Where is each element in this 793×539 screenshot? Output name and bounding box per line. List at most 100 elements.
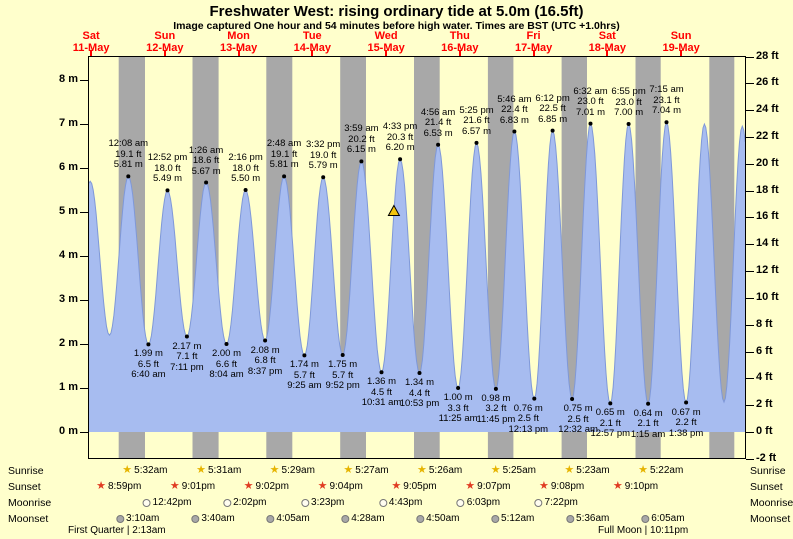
astro-time: 9:07pm: [477, 481, 511, 492]
moonset-icon: [266, 514, 275, 523]
day-label: Mon 13-May: [220, 30, 257, 54]
day-label: Sun 19-May: [662, 30, 699, 54]
astro-entry-moonrise: 6:03pm: [456, 496, 500, 509]
meters-axis-label: 7 m: [59, 117, 78, 129]
sunrise-icon: ★: [638, 464, 648, 476]
feet-axis-tick: [746, 324, 754, 326]
astro-entry-moonset: 3:10am: [116, 512, 159, 525]
sunrise-icon: ★: [564, 464, 575, 476]
feet-axis-label: 0 ft: [756, 425, 773, 437]
moonrise-icon: [378, 498, 387, 507]
meters-axis-tick: [80, 300, 88, 301]
tide-point-dot: [379, 370, 384, 375]
day-label: Tue 14-May: [294, 30, 331, 54]
tide-point-dot: [398, 157, 403, 162]
tide-point-dot: [512, 129, 517, 134]
astro-time: 4:05am: [276, 513, 310, 524]
chart-frame: [88, 56, 746, 459]
meters-axis-tick: [80, 168, 88, 169]
day-tick: [163, 50, 166, 56]
sunrise-icon: ★: [416, 464, 427, 476]
tide-point-dot: [126, 174, 131, 179]
astro-time: 5:25am: [502, 465, 537, 476]
tide-curve-fill: [88, 122, 746, 432]
astro-time: 5:36am: [576, 513, 610, 524]
meters-axis-label: 1 m: [59, 381, 78, 393]
feet-axis-tick: [746, 56, 754, 58]
tide-point-dot: [436, 142, 441, 147]
feet-axis-tick: [746, 432, 754, 433]
astro-entry-moonset: 4:05am: [266, 512, 310, 525]
meters-axis-tick: [80, 344, 88, 345]
astro-entry-moonset: 4:50am: [416, 512, 459, 525]
tide-point-dot: [626, 122, 631, 126]
feet-axis-label: 16 ft: [756, 210, 779, 223]
meters-axis-label: 8 m: [59, 73, 78, 85]
feet-axis-label: 14 ft: [756, 237, 779, 250]
astro-time: 9:02pm: [255, 481, 289, 492]
astro-row-label-left: Moonrise: [8, 497, 52, 509]
meters-axis-label: 4 m: [59, 249, 78, 261]
astro-time: 2:02pm: [233, 497, 267, 508]
astro-entry-moonrise: 3:23pm: [301, 496, 344, 509]
day-date: 17-May: [514, 42, 553, 54]
meters-axis-tick: [80, 212, 88, 213]
astro-time: 4:43pm: [388, 497, 423, 508]
tide-point-dot: [282, 174, 287, 179]
astro-time: 4:28am: [351, 513, 385, 524]
astro-entry-sunrise: ★ 5:31am: [196, 464, 241, 477]
astro-entry-moonrise: 2:02pm: [223, 496, 266, 509]
tide-point-dot: [608, 401, 613, 406]
sunrise-icon: ★: [269, 464, 280, 476]
tide-point-dot: [243, 188, 248, 192]
astro-time: 5:22am: [649, 465, 684, 476]
astro-time: 5:27am: [355, 465, 389, 476]
tide-point-dot: [359, 159, 364, 164]
astro-entry-moonset: 5:12am: [491, 512, 534, 525]
astro-entry-moonset: 5:36am: [566, 512, 609, 525]
astro-time: 12:42pm: [152, 497, 192, 508]
tide-point-dot: [263, 338, 268, 343]
astro-entry-sunrise: ★ 5:32am: [122, 464, 167, 477]
meters-axis-tick: [80, 256, 88, 257]
astro-row-label-right: Sunrise: [750, 465, 786, 477]
first-quarter-note: First Quarter | 2:13am: [68, 525, 166, 536]
moonset-icon: [191, 514, 200, 523]
astro-row-label-right: Sunset: [750, 481, 783, 493]
day-label: Fri 17-May: [515, 30, 552, 54]
sunset-icon: ★: [538, 480, 549, 492]
astro-entry-moonset: 4:28am: [341, 512, 385, 525]
feet-axis-label: 10 ft: [756, 290, 779, 303]
astro-time: 3:10am: [126, 513, 160, 524]
feet-axis-tick: [746, 378, 754, 380]
astro-row-label-right: Moonrise: [750, 497, 793, 509]
tide-point-dot: [302, 353, 307, 358]
astro-time: 6:05am: [651, 513, 685, 524]
astro-entry-sunrise: ★ 5:27am: [343, 464, 388, 477]
astro-time: 5:12am: [501, 513, 535, 524]
tide-point-dot: [224, 342, 229, 346]
tide-point-dot: [684, 400, 689, 405]
moonrise-icon: [301, 498, 310, 507]
feet-axis-tick: [746, 351, 754, 353]
moonset-icon: [416, 514, 425, 523]
tide-point-dot: [570, 397, 575, 401]
moonrise-icon: [142, 498, 151, 507]
feet-axis-tick: [746, 271, 754, 273]
sunrise-icon: ★: [196, 464, 206, 476]
day-label: Sun 12-May: [146, 30, 183, 54]
astro-time: 9:08pm: [550, 481, 585, 492]
day-tick: [680, 50, 683, 56]
tide-point-dot: [646, 401, 651, 406]
feet-axis-tick: [746, 217, 754, 219]
day-name: Mon: [227, 30, 250, 42]
tide-point-dot: [184, 334, 189, 339]
astro-entry-sunset: ★ 9:05pm: [391, 480, 436, 493]
day-date: 11-May: [72, 42, 110, 54]
day-date: 13-May: [219, 42, 258, 54]
day-label: Sat 11-May: [73, 30, 110, 54]
feet-axis-label: 2 ft: [756, 398, 773, 411]
meters-axis-tick: [80, 80, 88, 81]
astro-entry-sunrise: ★ 5:26am: [417, 464, 462, 477]
